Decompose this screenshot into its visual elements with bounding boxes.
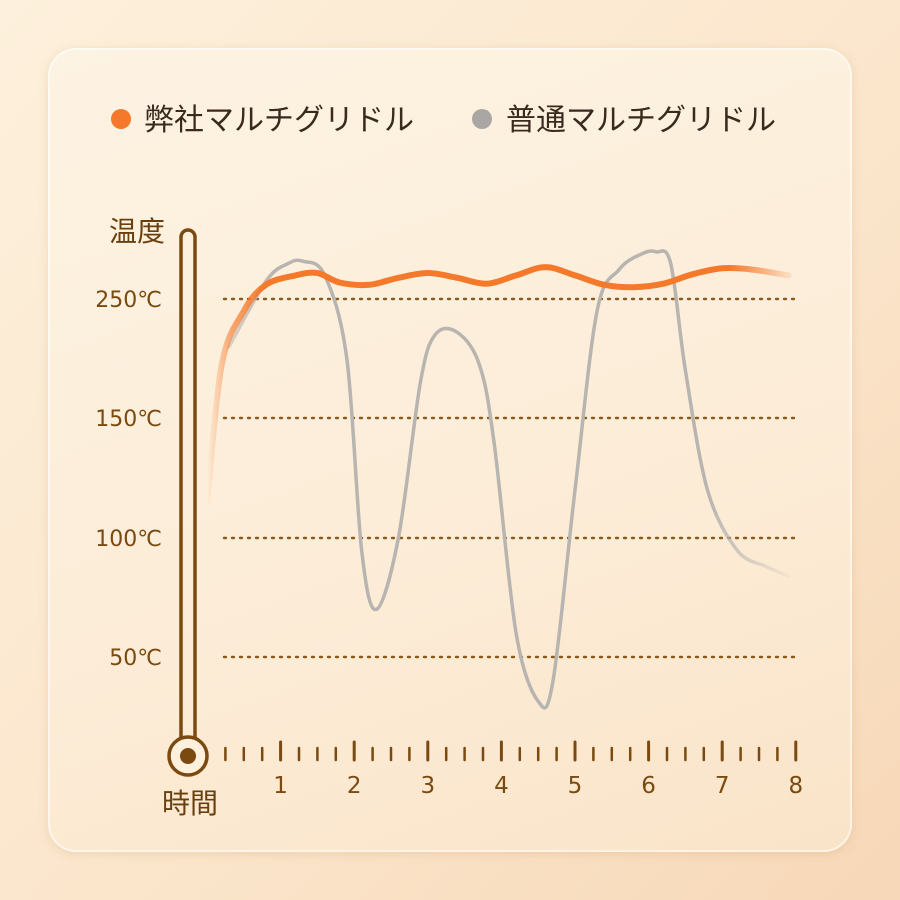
thermometer-bulb-dot bbox=[180, 748, 196, 764]
grid-lines bbox=[222, 297, 798, 659]
x-tick-label: 8 bbox=[788, 773, 803, 799]
thermometer-tube bbox=[179, 228, 197, 748]
x-axis-title: 時間 bbox=[162, 787, 218, 820]
legend: 弊社マルチグリドル 普通マルチグリドル bbox=[111, 103, 776, 138]
y-axis-title: 温度 bbox=[109, 215, 165, 248]
legend-label-standard: 普通マルチグリドル bbox=[506, 103, 776, 138]
thermometer-axis bbox=[167, 228, 209, 777]
x-tick-label: 1 bbox=[273, 773, 288, 799]
x-tick-label: 7 bbox=[715, 773, 730, 799]
x-tick-label: 2 bbox=[347, 773, 362, 799]
legend-marker-ours bbox=[111, 109, 131, 129]
x-tick-label: 5 bbox=[568, 773, 583, 799]
y-tick-label: 50℃ bbox=[109, 646, 162, 671]
y-tick-label: 250℃ bbox=[95, 288, 162, 313]
y-tick-label: 100℃ bbox=[95, 527, 162, 552]
x-tick-label: 3 bbox=[420, 773, 435, 799]
x-axis: 1 2 3 4 5 6 7 8 bbox=[224, 740, 803, 799]
y-tick-label: 150℃ bbox=[95, 407, 162, 432]
x-tick-label: 4 bbox=[494, 773, 509, 799]
series-lines bbox=[204, 249, 792, 710]
series-line-ours bbox=[204, 264, 792, 505]
legend-label-ours: 弊社マルチグリドル bbox=[144, 103, 414, 138]
legend-marker-standard bbox=[472, 109, 492, 129]
series-line-standard bbox=[227, 249, 791, 710]
y-tick-labels: 250℃ 150℃ 100℃ 50℃ bbox=[95, 288, 162, 671]
x-tick-label: 6 bbox=[641, 773, 656, 799]
